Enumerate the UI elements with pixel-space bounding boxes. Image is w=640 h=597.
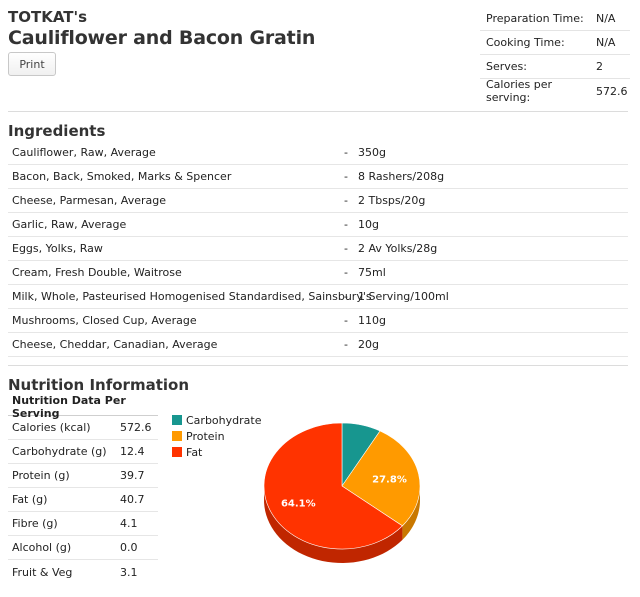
nutrition-table: Nutrition Data Per Serving Calories (kca… bbox=[8, 394, 158, 584]
ingredient-dash: - bbox=[344, 266, 348, 279]
ingredient-name: Milk, Whole, Pasteurised Homogenised Sta… bbox=[12, 290, 372, 303]
divider bbox=[8, 111, 628, 112]
ingredient-row: Garlic, Raw, Average - 10g bbox=[8, 213, 628, 237]
legend-swatch bbox=[172, 431, 182, 441]
ingredient-dash: - bbox=[344, 290, 348, 303]
legend-label: Protein bbox=[186, 429, 225, 443]
ingredients-table: Cauliflower, Raw, Average - 350g Bacon, … bbox=[8, 141, 628, 357]
recipe-author: TOTKAT's bbox=[8, 8, 88, 26]
ingredient-name: Cauliflower, Raw, Average bbox=[12, 146, 156, 159]
pie-slice-side bbox=[264, 488, 403, 563]
ingredient-quantity: 2 Tbsps/20g bbox=[358, 194, 426, 207]
meta-value: N/A bbox=[596, 12, 616, 25]
nutrition-value: 4.1 bbox=[120, 517, 138, 530]
ingredient-dash: - bbox=[344, 314, 348, 327]
ingredient-quantity: 8 Rashers/208g bbox=[358, 170, 445, 183]
nutrition-value: 12.4 bbox=[120, 445, 145, 458]
ingredient-dash: - bbox=[344, 194, 348, 207]
ingredient-quantity: 20g bbox=[358, 338, 379, 351]
ingredient-name: Cream, Fresh Double, Waitrose bbox=[12, 266, 182, 279]
ingredient-dash: - bbox=[344, 146, 348, 159]
nutrition-row: Carbohydrate (g) 12.4 bbox=[8, 440, 158, 464]
pie-data-label: 64.1% bbox=[281, 499, 316, 510]
meta-label: Calories per serving: bbox=[486, 78, 553, 104]
ingredient-row: Bacon, Back, Smoked, Marks & Spencer - 8… bbox=[8, 165, 628, 189]
nutrition-row: Fat (g) 40.7 bbox=[8, 488, 158, 512]
legend-label: Carbohydrate bbox=[186, 413, 262, 427]
nutrition-row: Fibre (g) 4.1 bbox=[8, 512, 158, 536]
ingredient-row: Cheese, Parmesan, Average - 2 Tbsps/20g bbox=[8, 189, 628, 213]
meta-label: Serves: bbox=[486, 60, 527, 73]
nutrition-label: Carbohydrate (g) bbox=[12, 445, 107, 458]
print-button[interactable]: Print bbox=[8, 52, 56, 76]
legend-swatch bbox=[172, 447, 182, 457]
ingredient-row: Cauliflower, Raw, Average - 350g bbox=[8, 141, 628, 165]
nutrition-value: 0.0 bbox=[120, 541, 138, 554]
ingredient-name: Cheese, Cheddar, Canadian, Average bbox=[12, 338, 218, 351]
nutrition-row: Fruit & Veg 3.1 bbox=[8, 560, 158, 584]
ingredient-row: Mushrooms, Closed Cup, Average - 110g bbox=[8, 309, 628, 333]
meta-label: Cooking Time: bbox=[486, 36, 565, 49]
recipe-meta-table: Preparation Time: N/A Cooking Time: N/A … bbox=[480, 7, 630, 104]
legend-label: Fat bbox=[186, 445, 203, 459]
ingredient-row: Cream, Fresh Double, Waitrose - 75ml bbox=[8, 261, 628, 285]
nutrition-label: Fat (g) bbox=[12, 493, 48, 506]
nutrition-row: Calories (kcal) 572.6 bbox=[8, 416, 158, 440]
ingredient-dash: - bbox=[344, 218, 348, 231]
ingredient-quantity: 350g bbox=[358, 146, 386, 159]
nutrition-row: Protein (g) 39.7 bbox=[8, 464, 158, 488]
ingredient-quantity: 1 Serving/100ml bbox=[358, 290, 449, 303]
nutrition-value: 3.1 bbox=[120, 565, 138, 579]
nutrition-value: 40.7 bbox=[120, 493, 145, 506]
ingredient-quantity: 10g bbox=[358, 218, 379, 231]
ingredient-name: Cheese, Parmesan, Average bbox=[12, 194, 166, 207]
ingredient-row: Cheese, Cheddar, Canadian, Average - 20g bbox=[8, 333, 628, 357]
nutrition-label: Fibre (g) bbox=[12, 517, 58, 530]
ingredient-quantity: 110g bbox=[358, 314, 386, 327]
nutrition-row: Alcohol (g) 0.0 bbox=[8, 536, 158, 560]
nutrition-label: Alcohol (g) bbox=[12, 541, 72, 554]
meta-row-cook-time: Cooking Time: N/A bbox=[480, 31, 630, 55]
pie-slice-fat bbox=[263, 422, 403, 550]
nutrition-value: 39.7 bbox=[120, 469, 145, 482]
ingredient-row: Eggs, Yolks, Raw - 2 Av Yolks/28g bbox=[8, 237, 628, 261]
chart-legend: Carbohydrate Protein Fat bbox=[172, 412, 261, 460]
legend-item-carbohydrate: Carbohydrate bbox=[172, 412, 261, 428]
meta-row-prep-time: Preparation Time: N/A bbox=[480, 7, 630, 31]
meta-row-serves: Serves: 2 bbox=[480, 55, 630, 79]
ingredient-dash: - bbox=[344, 170, 348, 183]
pie-slice-side bbox=[402, 486, 420, 540]
pie-data-label: 27.8% bbox=[372, 475, 407, 486]
legend-item-protein: Protein bbox=[172, 428, 261, 444]
ingredient-row: Milk, Whole, Pasteurised Homogenised Sta… bbox=[8, 285, 628, 309]
ingredient-name: Mushrooms, Closed Cup, Average bbox=[12, 314, 197, 327]
ingredient-name: Eggs, Yolks, Raw bbox=[12, 242, 103, 255]
meta-value: N/A bbox=[596, 36, 616, 49]
nutrition-heading: Nutrition Information bbox=[8, 376, 189, 394]
nutrition-value: 572.6 bbox=[120, 421, 152, 434]
meta-value: 572.6 bbox=[596, 84, 628, 98]
ingredient-quantity: 75ml bbox=[358, 266, 386, 279]
divider bbox=[8, 365, 628, 366]
nutrition-label: Calories (kcal) bbox=[12, 421, 91, 434]
meta-row-calories: Calories per serving: 572.6 bbox=[480, 78, 630, 104]
ingredient-dash: - bbox=[344, 242, 348, 255]
ingredient-name: Bacon, Back, Smoked, Marks & Spencer bbox=[12, 170, 232, 183]
ingredient-quantity: 2 Av Yolks/28g bbox=[358, 242, 438, 255]
legend-item-fat: Fat bbox=[172, 444, 261, 460]
nutrition-table-header: Nutrition Data Per Serving bbox=[8, 394, 158, 420]
recipe-title: Cauliflower and Bacon Gratin bbox=[8, 27, 316, 49]
ingredient-name: Garlic, Raw, Average bbox=[12, 218, 127, 231]
nutrition-label: Fruit & Veg bbox=[12, 565, 73, 579]
meta-value: 2 bbox=[596, 60, 603, 73]
nutrition-pie-chart: 27.8% 64.1% bbox=[263, 422, 421, 563]
ingredient-dash: - bbox=[344, 338, 348, 351]
ingredients-heading: Ingredients bbox=[8, 122, 106, 140]
meta-label: Preparation Time: bbox=[486, 12, 584, 25]
nutrition-label: Protein (g) bbox=[12, 469, 70, 482]
pie-slice-protein bbox=[341, 430, 421, 527]
legend-swatch bbox=[172, 415, 182, 425]
